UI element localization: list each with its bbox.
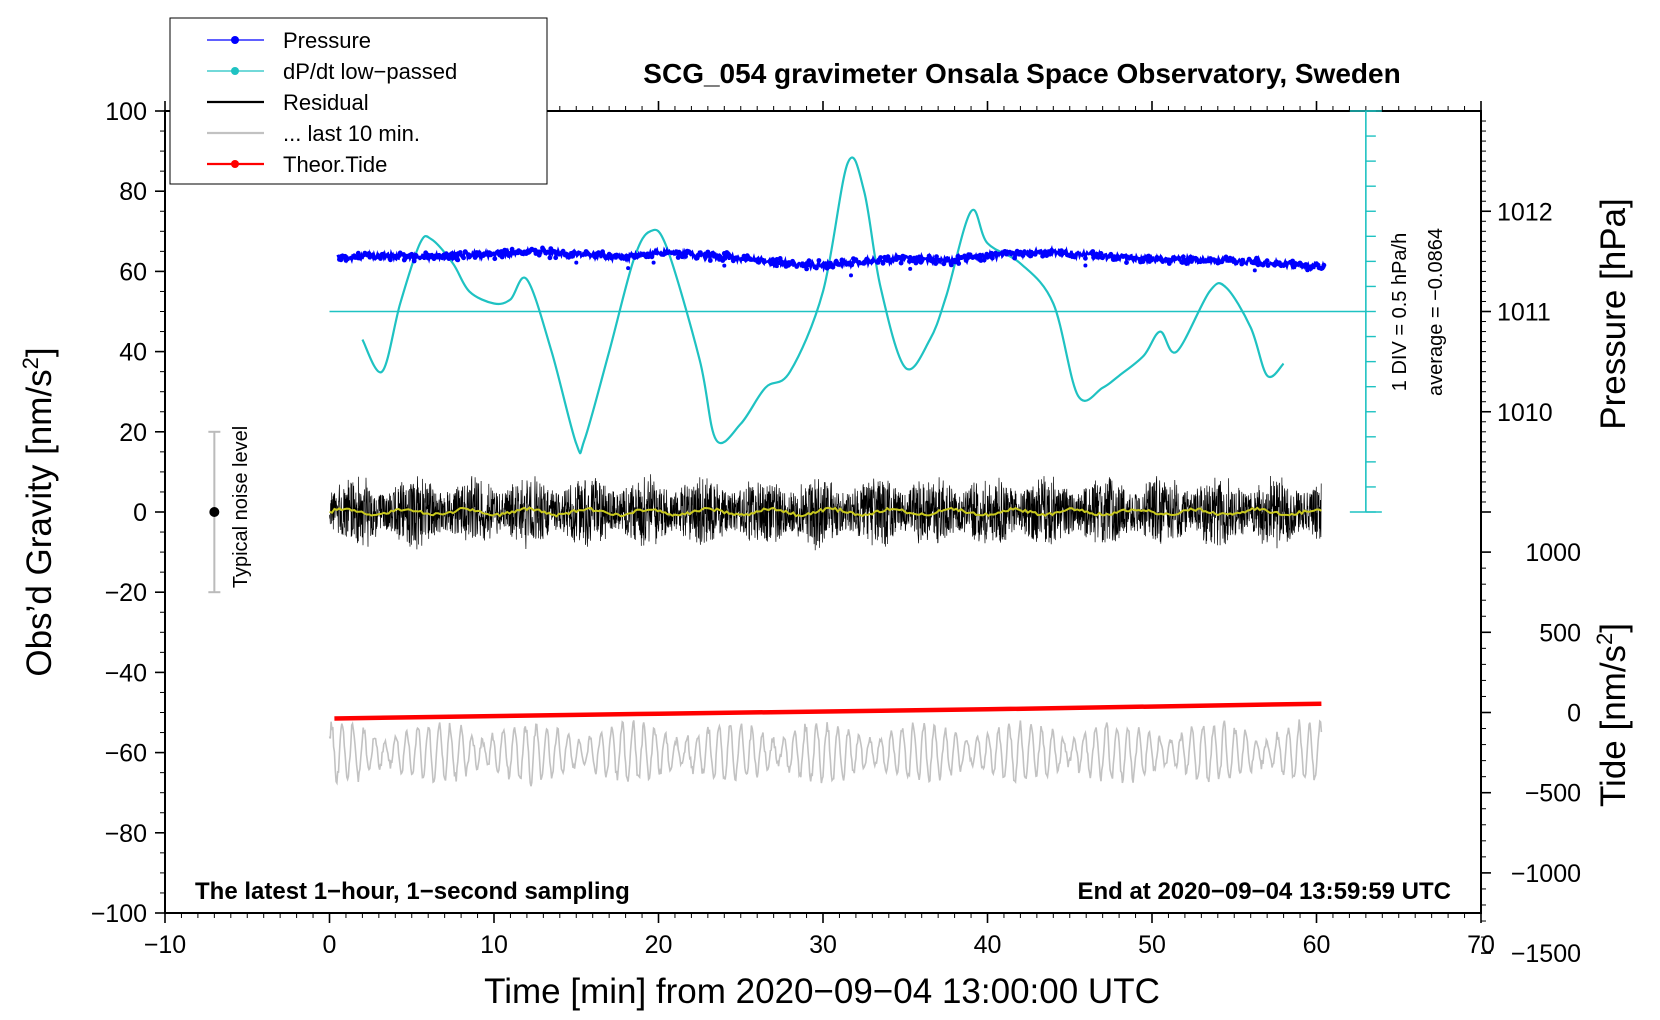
- tide-tick-label: 500: [1539, 619, 1581, 647]
- pressure-outlier: [574, 260, 579, 265]
- pressure-point: [553, 255, 559, 261]
- x-tick-label: 60: [1303, 931, 1331, 959]
- y-axis-title-left-main: Obs’d Gravity [nm/s: [20, 369, 59, 676]
- pressure-point: [1124, 260, 1129, 265]
- y-tick-label: −60: [105, 740, 147, 768]
- y-axis-ticks: 100 80 60 40 20 0 −20 −40 −60 −80 −100: [91, 98, 165, 928]
- y-tick-label: −20: [105, 579, 147, 607]
- legend-label-last10: ... last 10 min.: [283, 121, 420, 146]
- pressure-point: [956, 261, 962, 266]
- y-tick-label: −80: [105, 820, 147, 848]
- tide-tick-label: 0: [1567, 700, 1581, 728]
- y-axis-title-left: Obs’d Gravity [nm/s2]: [18, 347, 59, 676]
- pressure-outlier: [722, 263, 727, 268]
- x-tick-label: 30: [809, 931, 837, 959]
- series-line-residual: [329, 474, 1322, 551]
- pressure-point: [804, 266, 809, 272]
- tide-tick-label: −500: [1525, 780, 1581, 808]
- pressure-point: [707, 258, 713, 263]
- series-line-last10: [328, 719, 1323, 787]
- x-tick-label: 0: [323, 931, 337, 959]
- pressure-point: [492, 256, 498, 262]
- annotation-sampling: The latest 1−hour, 1−second sampling: [195, 878, 630, 905]
- y-axis-title-left-sup: 2: [18, 357, 43, 369]
- x-tick-label: 10: [480, 931, 508, 959]
- dpdt-div-label: 1 DIV = 0.5 hPa/h: [1389, 233, 1411, 391]
- tide-tick-label: −1000: [1511, 860, 1581, 888]
- noise-level-bar: [208, 430, 221, 594]
- series-line-residual-smoothed: [329, 506, 1322, 518]
- y-axis-title-tide-end: ]: [1594, 623, 1633, 633]
- y-tick-label: 20: [119, 419, 147, 447]
- dpdt-scale-bar: [1349, 110, 1382, 513]
- pressure-point: [455, 257, 461, 263]
- series-line-pressure: [336, 244, 1326, 273]
- annotation-end-time: End at 2020−09−04 13:59:59 UTC: [1077, 878, 1451, 905]
- pressure-tick-label: 1012: [1497, 198, 1553, 226]
- pressure-axis-ticks: 1012 1011 1010: [1481, 120, 1553, 513]
- pressure-point: [547, 255, 553, 261]
- y-axis-title-tide-main: Tide [nm/s: [1594, 645, 1633, 807]
- legend-label-pressure: Pressure: [283, 28, 371, 53]
- legend-label-residual: Residual: [283, 90, 369, 115]
- y-tick-label: 100: [105, 98, 147, 126]
- x-tick-label: 50: [1138, 931, 1166, 959]
- y-tick-label: 40: [119, 339, 147, 367]
- pressure-outlier: [1083, 263, 1088, 268]
- y-axis-title-pressure: Pressure [hPa]: [1594, 198, 1633, 430]
- legend-label-tide: Theor.Tide: [283, 152, 387, 177]
- pressure-point: [816, 258, 822, 263]
- legend: Pressure dP/dt low−passed Residual ... l…: [169, 17, 548, 185]
- x-tick-label: 20: [645, 931, 673, 959]
- pressure-outlier: [626, 266, 631, 271]
- y-tick-label: 80: [119, 178, 147, 206]
- legend-marker: [231, 36, 239, 44]
- series-layer: [328, 156, 1366, 787]
- pressure-tick-label: 1010: [1497, 399, 1553, 427]
- x-tick-label: −10: [144, 931, 186, 959]
- series-line-tide: [334, 701, 1322, 721]
- pressure-outlier: [849, 273, 853, 278]
- noise-bar-center-dot: [209, 507, 220, 517]
- y-axis-title-tide: Tide [nm/s2]: [1592, 623, 1633, 807]
- y-tick-label: 60: [119, 258, 147, 286]
- pressure-outlier: [908, 266, 913, 271]
- dpdt-average-label: average = −0.0864: [1425, 228, 1447, 396]
- y-tick-label: −40: [105, 659, 147, 687]
- y-tick-label: 0: [133, 499, 147, 527]
- legend-marker: [231, 160, 239, 168]
- x-tick-label: 70: [1467, 931, 1495, 959]
- tide-tick-label: −1500: [1511, 940, 1581, 968]
- pressure-tick-label: 1011: [1497, 299, 1551, 327]
- pressure-outlier: [651, 260, 656, 265]
- legend-marker: [231, 67, 239, 75]
- legend-label-dpdt: dP/dt low−passed: [283, 59, 457, 84]
- tide-axis-ticks: 1000 500 0 −500 −1000 −1500: [1481, 539, 1581, 968]
- series-line-dpdt: [361, 156, 1285, 455]
- tide-tick-label: 1000: [1525, 539, 1581, 567]
- noise-level-label: Typical noise level: [230, 426, 252, 588]
- legend-entries: [207, 36, 264, 168]
- x-axis-title: Time [min] from 2020−09−04 13:00:00 UTC: [484, 972, 1160, 1011]
- x-tick-label: 40: [974, 931, 1002, 959]
- chart-title: SCG_054 gravimeter Onsala Space Observat…: [643, 58, 1400, 89]
- y-axis-title-tide-sup: 2: [1592, 633, 1617, 645]
- y-axis-title-left-end: ]: [20, 347, 59, 357]
- y-tick-label: −100: [91, 900, 147, 928]
- pressure-outlier: [1252, 268, 1257, 273]
